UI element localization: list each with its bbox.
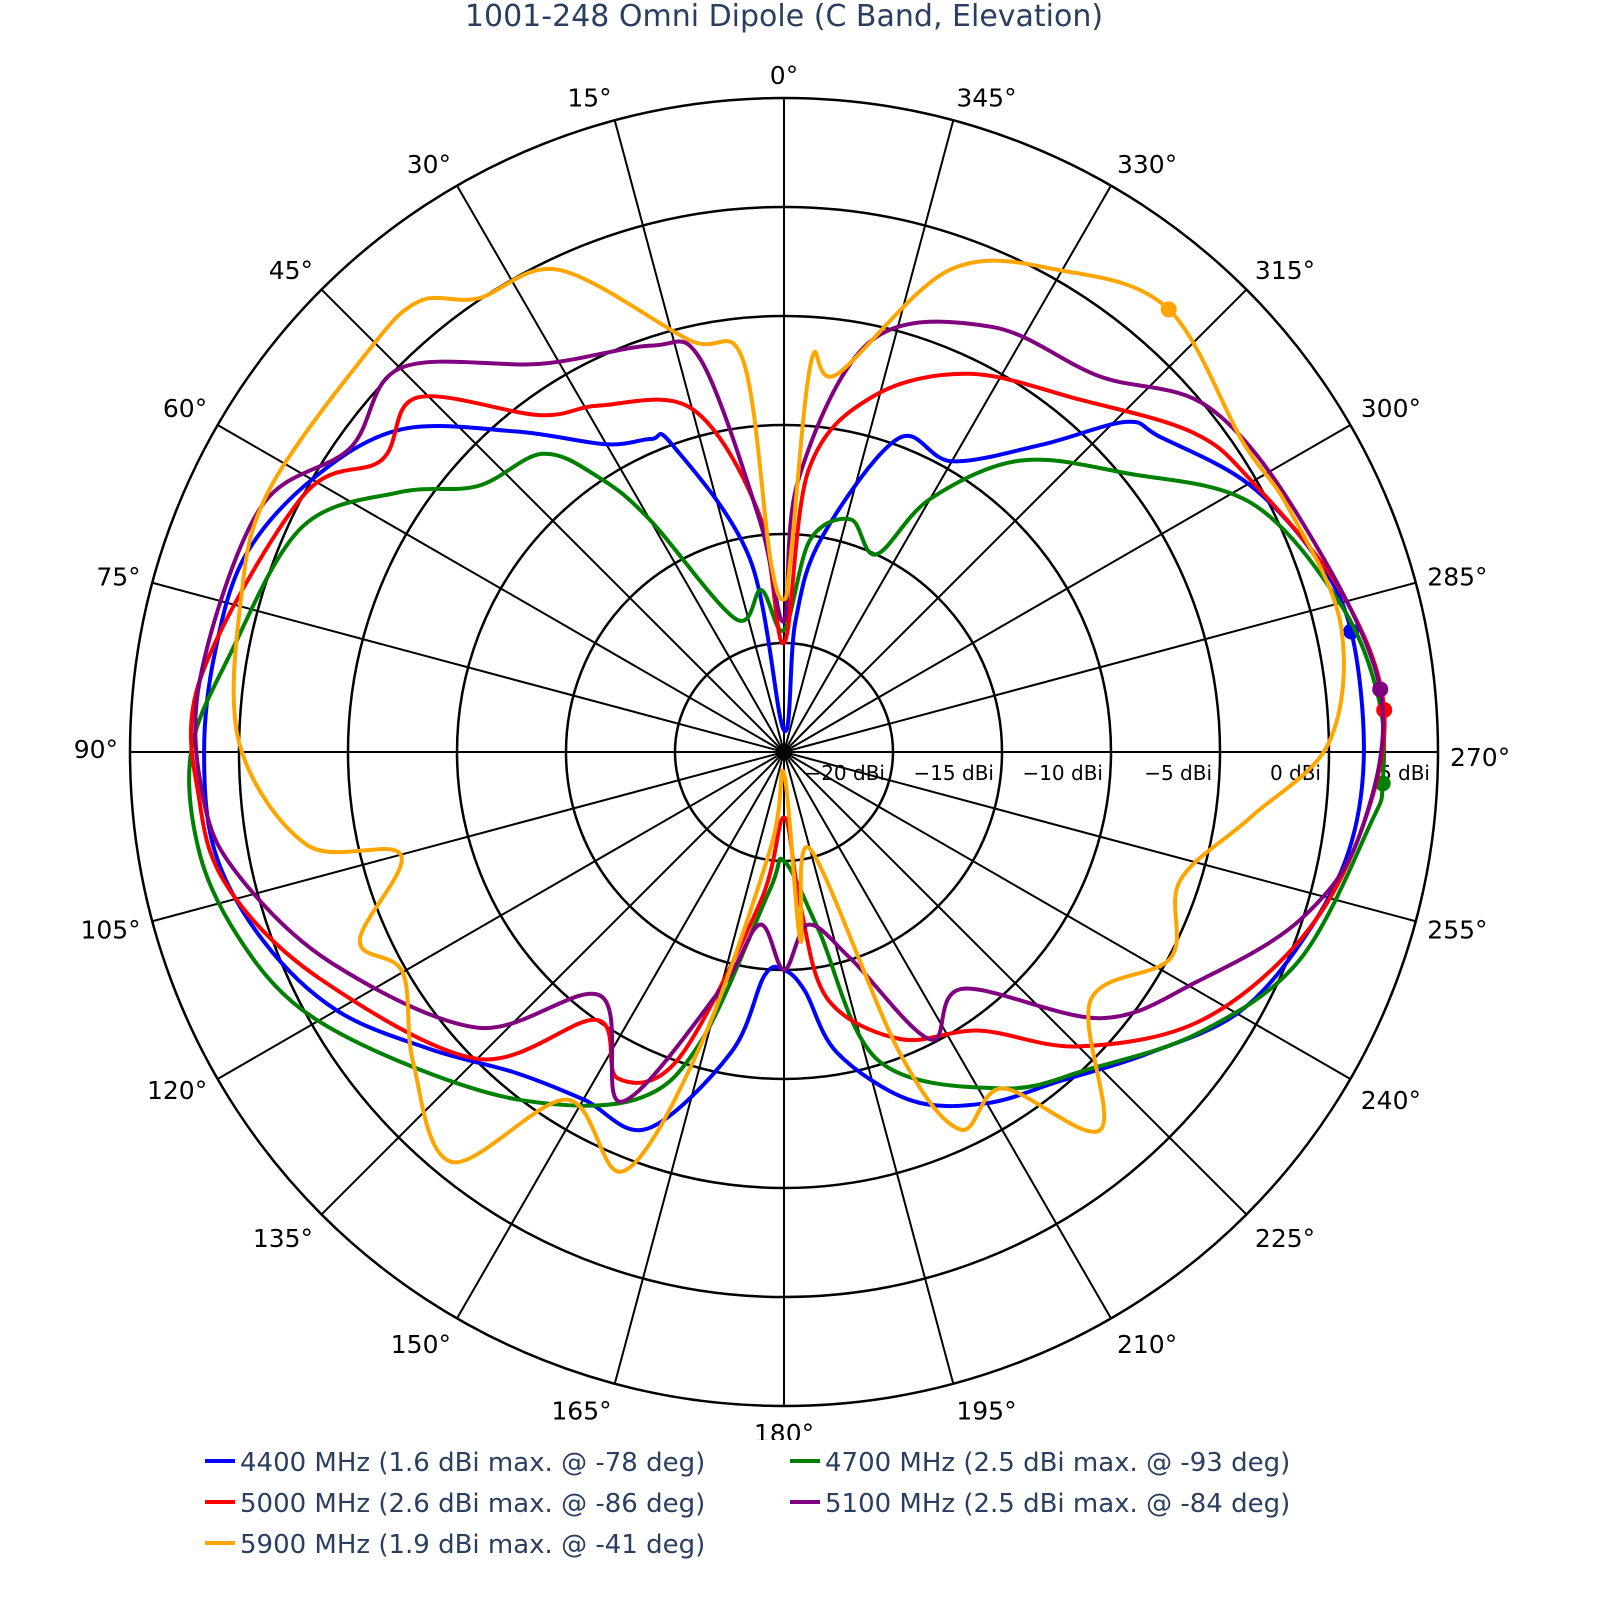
legend-label: 5000 MHz (2.6 dBi max. @ -86 deg) xyxy=(240,1489,705,1519)
angular-tick-label: 60° xyxy=(163,394,207,423)
angular-tick-label: 135° xyxy=(253,1224,313,1253)
series-line-2 xyxy=(188,371,1387,1085)
legend-label: 5900 MHz (1.9 dBi max. @ -41 deg) xyxy=(240,1530,705,1560)
angular-tick-label: 300° xyxy=(1361,394,1421,423)
radial-tick-label: −20 dBi xyxy=(804,761,885,785)
angular-tick-label: 15° xyxy=(567,84,611,113)
legend-background xyxy=(0,1440,1600,1600)
max-marker-3 xyxy=(1372,681,1389,698)
series-line-1 xyxy=(187,451,1387,1108)
angular-tick-label: 90° xyxy=(74,735,118,764)
angular-tick-label: 240° xyxy=(1361,1086,1421,1115)
radial-tick-label: −10 dBi xyxy=(1022,761,1103,785)
radial-grid-circle xyxy=(455,423,1113,1081)
legend-item[interactable]: 4700 MHz (2.5 dBi max. @ -93 deg) xyxy=(790,1448,1290,1478)
radial-grid-circle xyxy=(346,314,1222,1190)
legend: 4400 MHz (1.6 dBi max. @ -78 deg) 4700 MH… xyxy=(205,1448,1290,1560)
angular-tick-label: 210° xyxy=(1117,1330,1177,1359)
angular-tick-label: 75° xyxy=(96,563,140,592)
angular-tick-label: 45° xyxy=(269,256,313,285)
legend-label: 4400 MHz (1.6 dBi max. @ -78 deg) xyxy=(240,1448,705,1478)
radial-grid-circle xyxy=(237,205,1331,1299)
max-marker-4 xyxy=(1160,301,1177,318)
angular-tick-label: 195° xyxy=(956,1396,1016,1425)
radial-grid-circle xyxy=(128,96,1440,1408)
radial-tick-label: −15 dBi xyxy=(913,761,994,785)
radial-tick-label: −5 dBi xyxy=(1144,761,1212,785)
series-line-3 xyxy=(193,319,1386,1104)
angular-tick-label: 345° xyxy=(956,84,1016,113)
angular-tick-label: 270° xyxy=(1450,743,1510,772)
angular-tick-label: 105° xyxy=(80,915,140,944)
legend-label: 4700 MHz (2.5 dBi max. @ -93 deg) xyxy=(825,1448,1290,1478)
angular-tick-label: 315° xyxy=(1255,256,1315,285)
angular-tick-label: 120° xyxy=(147,1076,207,1105)
legend-item[interactable]: 5900 MHz (1.9 dBi max. @ -41 deg) xyxy=(205,1530,705,1560)
series-line-0 xyxy=(202,419,1366,1133)
legend-item[interactable]: 5100 MHz (2.5 dBi max. @ -84 deg) xyxy=(790,1489,1290,1519)
angular-tick-label: 330° xyxy=(1117,150,1177,179)
angular-tick-label: 255° xyxy=(1427,915,1487,944)
angular-tick-label: 150° xyxy=(391,1330,451,1359)
legend-item[interactable]: 4400 MHz (1.6 dBi max. @ -78 deg) xyxy=(205,1448,705,1478)
polar-grid xyxy=(128,96,1440,1408)
radial-tick-labels: −20 dBi −15 dBi −10 dBi −5 dBi 0 dBi 5 dBi xyxy=(804,761,1430,785)
angular-tick-label: 0° xyxy=(770,61,798,90)
angular-tick-label: 285° xyxy=(1427,563,1487,592)
legend-item[interactable]: 5000 MHz (2.6 dBi max. @ -86 deg) xyxy=(205,1489,705,1519)
angular-tick-label: 225° xyxy=(1255,1224,1315,1253)
angular-tick-labels: 0° 15° 30° 45° 60° 75° 90° 105° 120° 135° 150° 165°… xyxy=(74,61,1511,1448)
angular-tick-label: 30° xyxy=(407,150,451,179)
chart-title: 1001-248 Omni Dipole (C Band, Elevation) xyxy=(465,0,1103,34)
angular-tick-label: 165° xyxy=(551,1396,611,1425)
series-traces xyxy=(187,258,1393,1174)
series-line-4 xyxy=(231,258,1346,1174)
legend-label: 5100 MHz (2.5 dBi max. @ -84 deg) xyxy=(825,1489,1290,1519)
